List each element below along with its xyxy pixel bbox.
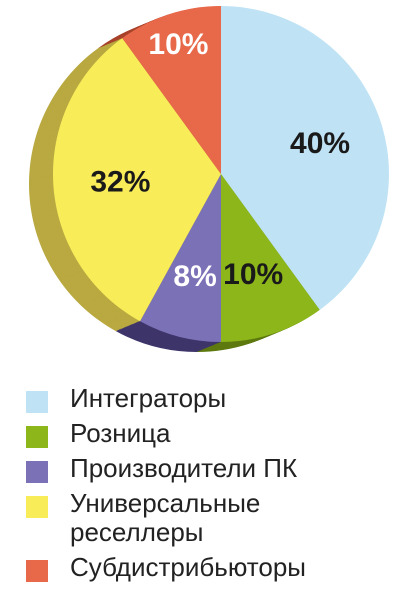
legend-label: Интеграторы [70,383,227,413]
legend-item: Интеграторы [26,384,396,413]
slice-label-2: 8% [173,260,216,293]
pie-slice-4 [122,6,221,174]
legend: Интеграторы Розница Производители ПК Универ… [26,384,396,588]
legend-item: Универсальные реселлеры [26,489,396,547]
legend-label: Производители ПК [70,453,298,483]
legend-label: Субдистрибьюторы [70,552,306,582]
legend-label: Розница [70,418,171,448]
legend-swatch [26,496,48,518]
legend-swatch [26,560,48,582]
pie-chart: 40%10%8%32%10% [28,6,390,352]
pie-slice-0 [221,6,390,310]
pie-slice-1 [221,174,320,342]
legend-swatch [26,426,48,448]
pie-slice-3 [52,38,222,322]
legend-item: Розница [26,419,396,448]
legend-item: Субдистрибьюторы [26,553,396,582]
legend-swatch [26,391,48,413]
slice-label-1: 10% [223,258,283,291]
slice-label-4: 10% [148,28,208,61]
pie-slice-2 [140,174,221,342]
legend-item: Производители ПК [26,454,396,483]
slice-label-3: 32% [90,165,150,198]
legend-swatch [26,461,48,483]
legend-label: Универсальные реселлеры [70,488,261,547]
slice-label-0: 40% [290,127,350,160]
